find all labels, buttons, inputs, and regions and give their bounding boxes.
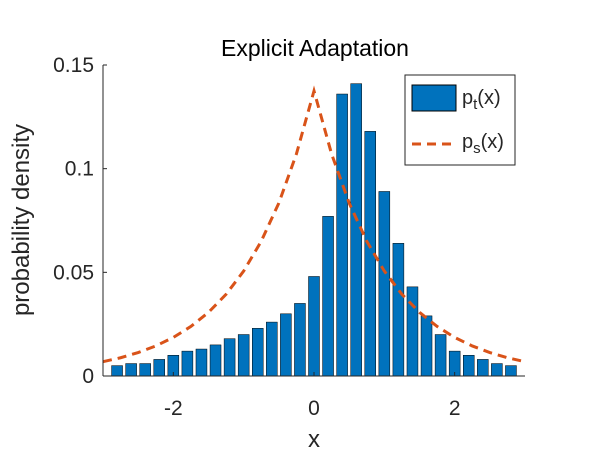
histogram-bar [125,363,137,377]
x-tick-label: 0 [308,397,320,420]
histogram-bar [463,355,475,377]
histogram-bar [153,359,165,377]
histogram-bar [336,93,348,377]
x-axis-label: x [308,426,320,451]
histogram-bar [266,321,278,377]
y-tick-label: 0 [82,365,94,388]
legend-entry-line-sub: s [473,140,481,157]
legend-entry-line-tail: (x) [481,131,504,153]
x-tick-label: 2 [449,397,461,420]
histogram-bar [252,328,264,377]
histogram-bar [378,191,391,377]
histogram-bar [181,350,194,377]
y-axis-label: probability density [8,124,35,316]
histogram-bar [308,276,320,377]
histogram-bar [294,303,306,377]
y-tick-label: 0.05 [53,261,94,284]
histogram-bar [280,313,292,377]
x-tick-label: -2 [164,397,183,420]
histogram-bar [392,243,405,377]
histogram-bar [434,334,447,377]
legend-entry-line-main: p [462,131,473,153]
histogram-bar [139,363,151,377]
legend-entry-line: ps(x) [462,131,504,157]
histogram-bar [223,338,236,377]
bars-layer [111,83,517,377]
histogram-bar [477,359,489,377]
line-layer [102,85,526,364]
histogram-bar [406,286,419,377]
y-tick-label: 0.15 [53,54,94,77]
histogram-bar [111,365,123,377]
histogram-bar [491,363,503,377]
chart-title: Explicit Adaptation [221,35,409,61]
histogram-bar [237,334,250,377]
ticks-layer: -2 0 2 0 0.05 0.1 0.15 [53,54,460,420]
histogram-bar [322,216,334,377]
legend-entry-bar-sub: t [473,96,478,113]
legend-entry-bar: pt(x) [462,87,501,113]
legend-entry-bar-tail: (x) [477,87,500,109]
series-line-ps [102,85,526,364]
histogram-bar [195,348,208,377]
histogram-bar [209,344,222,377]
y-tick-label: 0.1 [65,158,94,181]
histogram-bar [505,365,517,377]
legend-entry-bar-main: p [462,87,473,109]
legend: pt(x) ps(x) [404,74,516,166]
histogram-bar [420,315,433,377]
legend-swatch-bar [411,84,457,112]
